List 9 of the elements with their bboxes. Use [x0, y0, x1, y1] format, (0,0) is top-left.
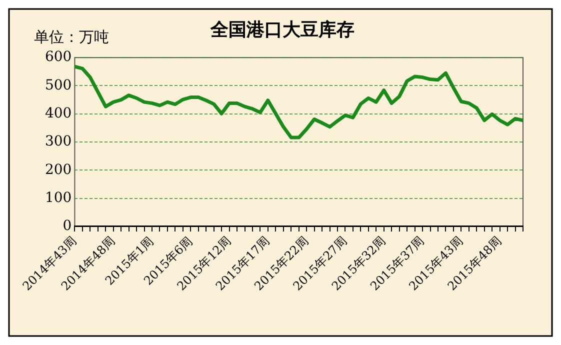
y-tick-label: 0: [62, 218, 72, 234]
y-tick-label: 400: [44, 106, 72, 122]
y-tick-label: 500: [44, 77, 72, 94]
y-tick-label: 200: [44, 162, 72, 178]
y-tick-label: 600: [44, 49, 72, 66]
y-tick-label: 300: [44, 134, 72, 150]
chart-title: 全国港口大豆库存: [210, 19, 354, 40]
text: 单位：万吨: [34, 28, 109, 46]
y-tick-label: 100: [44, 190, 72, 206]
